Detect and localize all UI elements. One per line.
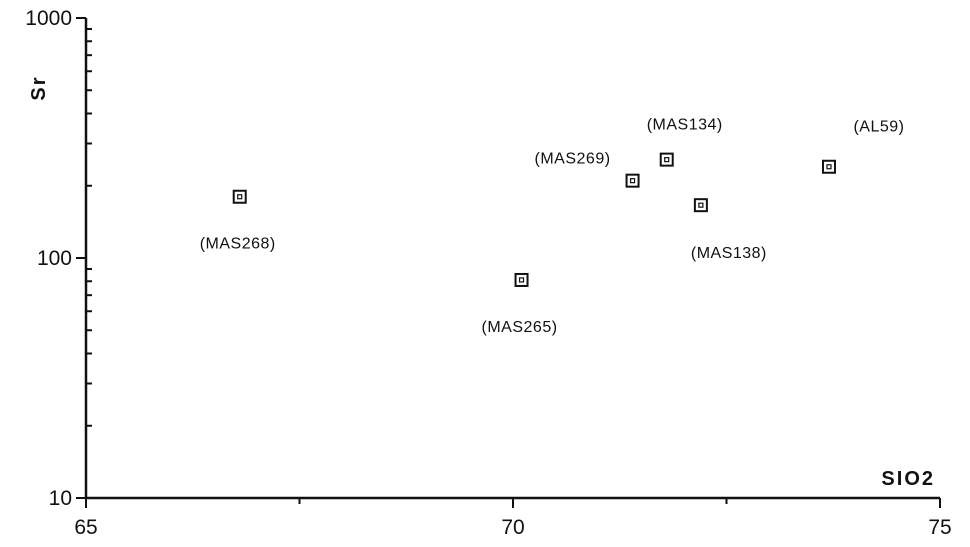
data-point: (MAS268)	[200, 189, 276, 253]
data-point: (MAS134)	[647, 117, 723, 167]
point-marker-inner	[664, 157, 670, 163]
data-point: (MAS138)	[691, 198, 767, 262]
x-tick-label: 70	[501, 516, 524, 539]
y-tick-label: 1000	[25, 7, 72, 30]
y-ticks: 10 100 1000	[25, 7, 86, 510]
x-tick-label: 75	[928, 516, 951, 539]
y-tick-label: 100	[37, 247, 72, 270]
point-label: (AL59)	[853, 119, 904, 136]
point-label: (MAS134)	[647, 117, 723, 134]
point-marker-inner	[629, 178, 636, 184]
point-label: (MAS138)	[691, 245, 767, 262]
x-axis-title: SIO2	[881, 468, 935, 490]
point-marker-inner	[518, 277, 525, 283]
y-axis-title: Sr	[28, 75, 50, 100]
point-marker-inner	[826, 164, 832, 170]
data-points: (MAS268) (MAS265) (MAS269) (MAS134) (MAS138)…	[200, 117, 904, 336]
data-point: (MAS269)	[535, 151, 640, 188]
data-point: (MAS265)	[482, 272, 558, 336]
point-marker-inner	[237, 194, 243, 200]
point-label: (MAS269)	[535, 151, 611, 168]
y-minor-ticks	[86, 27, 92, 427]
x-ticks: 65 70 75	[74, 498, 952, 539]
x-tick-label: 65	[74, 516, 97, 539]
axes	[84, 18, 940, 500]
point-marker-inner	[698, 202, 704, 208]
data-point: (AL59)	[821, 119, 904, 174]
point-label: (MAS268)	[200, 236, 276, 253]
point-label: (MAS265)	[482, 319, 558, 336]
y-tick-label: 10	[49, 487, 72, 510]
